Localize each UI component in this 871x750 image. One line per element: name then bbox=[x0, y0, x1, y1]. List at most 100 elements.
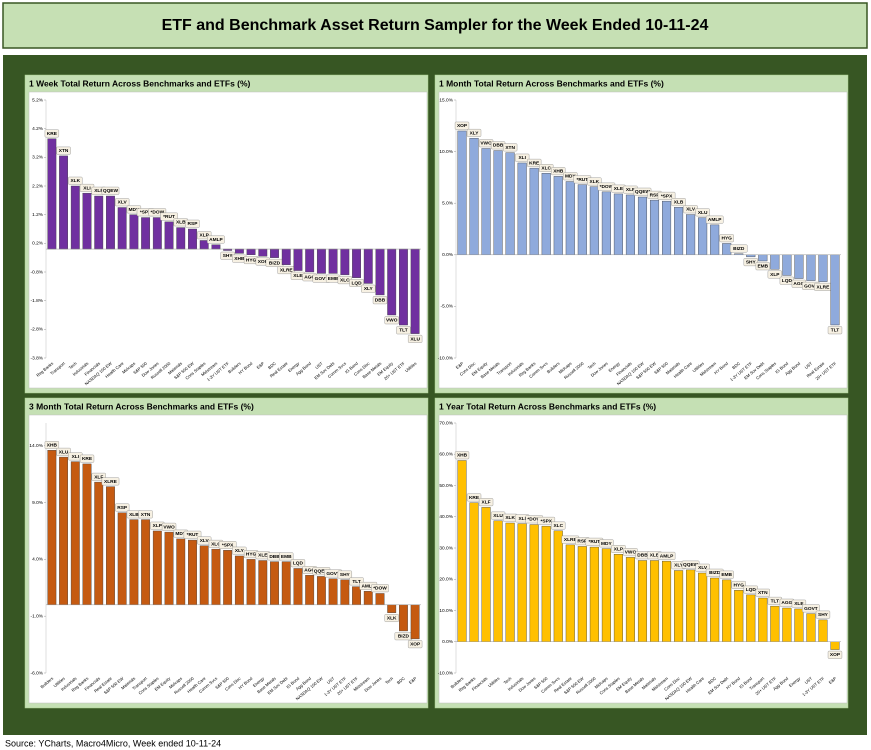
x-tick-label: BDC bbox=[267, 361, 277, 371]
ticker-label: TLT bbox=[771, 598, 780, 604]
ticker-box bbox=[407, 334, 423, 343]
ticker-label: DBB bbox=[637, 553, 648, 559]
bar bbox=[746, 254, 756, 258]
bar bbox=[493, 150, 503, 255]
bar bbox=[517, 162, 527, 255]
ticker-label: XLC bbox=[340, 278, 350, 284]
bar bbox=[746, 594, 756, 642]
ticker-box bbox=[290, 559, 306, 568]
ticker-label: HYG bbox=[722, 236, 733, 242]
x-tick-label: BDC bbox=[396, 676, 406, 686]
ticker-label: SHY bbox=[818, 612, 829, 618]
bar bbox=[258, 248, 268, 257]
ticker-label: XLP bbox=[770, 272, 780, 278]
bar bbox=[82, 192, 92, 250]
bar bbox=[94, 195, 104, 250]
ticker-box bbox=[695, 208, 710, 217]
chart-title: 1 Week Total Return Across Benchmarks an… bbox=[29, 78, 251, 88]
ticker-label: XLK bbox=[590, 179, 600, 185]
bar bbox=[70, 461, 80, 606]
bar bbox=[152, 217, 162, 250]
ticker-label: XTN bbox=[141, 512, 151, 518]
ticker-label: XOP bbox=[457, 123, 468, 129]
bar bbox=[686, 569, 696, 642]
bar bbox=[281, 561, 291, 606]
ticker-label: HYG bbox=[734, 582, 745, 588]
ticker-box bbox=[719, 234, 734, 243]
bar bbox=[698, 217, 708, 255]
ticker-box bbox=[827, 326, 843, 335]
ticker-label: LQD bbox=[782, 278, 793, 284]
y-tick-label: 0.0% bbox=[442, 639, 454, 645]
ticker-label: AMLP bbox=[209, 237, 223, 243]
y-tick-label: -5.0% bbox=[440, 304, 453, 310]
bar bbox=[481, 148, 491, 255]
ticker-box bbox=[384, 316, 399, 325]
ticker-label: XLP bbox=[153, 523, 163, 529]
ticker-box bbox=[454, 451, 470, 460]
ticker-label: LQD bbox=[746, 587, 757, 593]
bar bbox=[164, 531, 174, 606]
y-tick-label: 40.0% bbox=[439, 514, 453, 520]
ticker-box bbox=[361, 284, 376, 293]
bar bbox=[722, 579, 732, 642]
ticker-label: XLK bbox=[70, 178, 80, 184]
y-tick-label: 60.0% bbox=[439, 452, 453, 458]
ticker-label: XLB bbox=[176, 220, 186, 226]
bar bbox=[246, 559, 256, 606]
ticker-box bbox=[755, 588, 770, 597]
bar bbox=[328, 248, 338, 274]
ticker-label: XLV bbox=[200, 538, 210, 544]
ticker-box bbox=[551, 167, 566, 176]
ticker-label: TLT bbox=[352, 579, 361, 585]
bar bbox=[806, 613, 816, 642]
bar bbox=[129, 519, 139, 606]
bar bbox=[352, 248, 361, 278]
y-tick-label: 20.0% bbox=[439, 577, 453, 583]
bar bbox=[601, 191, 611, 256]
bar bbox=[399, 248, 408, 326]
title-box bbox=[2, 2, 868, 49]
ticker-label: AGG bbox=[793, 281, 804, 287]
y-tick-label: 9.0% bbox=[32, 500, 44, 506]
bar bbox=[47, 450, 57, 606]
bar bbox=[281, 248, 291, 266]
bar bbox=[553, 530, 563, 642]
ticker-label: QQEW bbox=[683, 562, 699, 568]
bar bbox=[625, 194, 635, 255]
ticker-label: EMB bbox=[281, 554, 292, 560]
ticker-box bbox=[396, 326, 411, 335]
bar bbox=[117, 207, 127, 250]
bar bbox=[734, 589, 744, 642]
ticker-label: XHB bbox=[234, 256, 245, 262]
ticker-label: SHY bbox=[340, 572, 351, 578]
chart-title: 1 Month Total Return Across Benchmarks a… bbox=[439, 78, 664, 88]
bar bbox=[541, 525, 551, 642]
bar bbox=[758, 254, 768, 262]
bar bbox=[82, 463, 92, 606]
bar bbox=[152, 530, 162, 606]
bar bbox=[830, 254, 840, 326]
bar bbox=[613, 554, 623, 642]
ticker-label: RSP bbox=[577, 539, 588, 545]
ticker-box bbox=[657, 191, 676, 200]
ticker-label: XLB bbox=[129, 512, 139, 518]
ticker-label: HYG bbox=[246, 257, 257, 263]
ticker-box bbox=[802, 604, 820, 613]
ticker-label: XTN bbox=[59, 148, 69, 154]
bar bbox=[469, 137, 479, 256]
ticker-label: EMB bbox=[328, 276, 339, 282]
ticker-label: GOVT bbox=[315, 276, 329, 282]
ticker-label: EMB bbox=[757, 264, 768, 270]
bar bbox=[710, 577, 720, 642]
bar bbox=[529, 167, 539, 256]
ticker-box bbox=[101, 186, 120, 195]
bar bbox=[674, 207, 684, 256]
x-tick-label: Tech bbox=[384, 675, 395, 685]
ticker-label: DBB bbox=[375, 298, 386, 304]
x-tick-label: E&P bbox=[256, 361, 266, 370]
ticker-label: XLC bbox=[211, 541, 221, 547]
ticker-box bbox=[218, 541, 237, 549]
bar bbox=[505, 522, 515, 642]
ticker-box bbox=[815, 610, 831, 619]
